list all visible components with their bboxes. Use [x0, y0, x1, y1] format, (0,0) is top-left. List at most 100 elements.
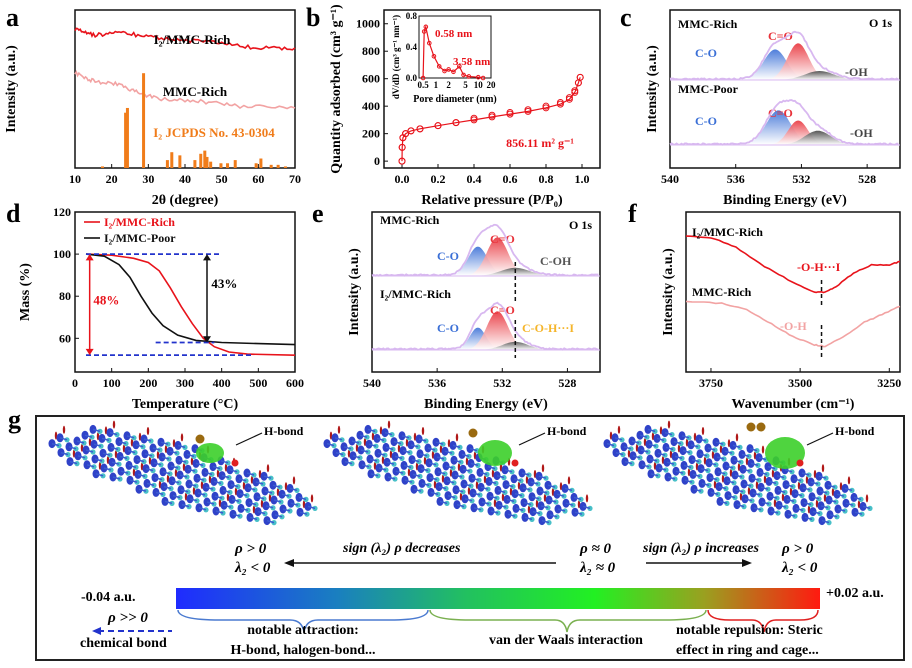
colorbar [176, 588, 820, 609]
x-tick-label: 3750 [699, 376, 723, 390]
atom [618, 426, 620, 434]
x-tick-label: 3500 [788, 376, 812, 390]
panel-label-e: e [312, 199, 324, 228]
pore-annotation: 0.58 nm [435, 28, 472, 40]
peak-label: -OH [845, 65, 868, 79]
x-axis-label: Binding Energy (eV) [424, 397, 548, 412]
legend-label: I₂/MMC-Rich [104, 215, 175, 229]
attraction-line2: H-bond, halogen-bond... [230, 643, 375, 658]
x-tick-label: 0.0 [395, 172, 410, 186]
x-tick-label: 528 [858, 172, 876, 186]
atom [848, 476, 850, 484]
interaction-isosurface [196, 443, 224, 463]
reference-stick [178, 155, 181, 168]
interaction-isosurface [478, 440, 512, 466]
inset-y-label: dV/dD (cm³ g⁻¹ nm⁻¹) [391, 15, 401, 99]
reference-stick [277, 165, 280, 168]
x-tick-label: 200 [139, 376, 157, 390]
x-tick-label: 540 [363, 376, 381, 390]
x-axis-label: Relative pressure (P/P₀) [421, 193, 563, 208]
reference-stick [259, 159, 262, 168]
reference-stick [270, 165, 273, 168]
y-axis-label: Intensity (a.u.) [645, 45, 660, 133]
iodine-atom [469, 429, 478, 438]
right-rho: ρ > 0 [781, 541, 814, 557]
arrow-head-icon [203, 254, 211, 260]
series-label: I₂/MMC-Rich [692, 225, 763, 239]
x-tick-label: 0.8 [539, 172, 554, 186]
y-axis-label: Intensity (a.u.) [661, 248, 676, 336]
h-bond-label: H-bond [835, 424, 875, 438]
atom [586, 494, 588, 502]
reference-stick [255, 163, 258, 168]
arrow-right-label: sign (λ₂) ρ increases [642, 541, 759, 556]
reference-stick [206, 157, 209, 168]
chemical-bond-arrow-head-icon [92, 627, 101, 635]
atom [422, 427, 424, 435]
x-tick-label: 536 [727, 172, 745, 186]
oxygen-atom [232, 460, 239, 467]
arrow-left-head-icon [284, 559, 294, 567]
x-tick-label: 70 [289, 172, 301, 186]
atom [293, 476, 295, 484]
y-tick-label: 1000 [356, 17, 380, 31]
peak-annotation: -O-H···I [797, 260, 841, 274]
reference-label: I₂ JCPDS No. 43-0304 [153, 125, 275, 140]
rho-much: ρ >> 0 [107, 610, 148, 626]
y-axis-label: Intensity (a.u.) [4, 45, 19, 133]
peak-label: C=O [490, 232, 515, 246]
x-tick-label: 30 [142, 172, 154, 186]
atom [311, 494, 313, 502]
pointer-arrow [807, 433, 833, 445]
panel-label-f: f [628, 199, 637, 228]
legend-label: I₂/MMC-Poor [104, 231, 176, 245]
y-tick-label: 80 [59, 289, 71, 303]
inset-frame [419, 16, 491, 78]
x-axis-label: Binding Energy (eV) [723, 193, 847, 208]
series-label: MMC-Rich [163, 84, 228, 99]
arrow-right-head-icon [742, 559, 752, 567]
x-tick-label: 0.2 [431, 172, 446, 186]
reference-stick [193, 160, 196, 168]
atom [822, 464, 824, 472]
x-tick-label: 60 [252, 172, 264, 186]
reference-stick [142, 73, 145, 168]
x-tick-label: 532 [792, 172, 810, 186]
atom [338, 426, 340, 434]
reference-stick [234, 160, 237, 168]
reference-stick [170, 152, 173, 168]
peak-label: -OH [850, 126, 873, 140]
panel-label-d: d [6, 199, 21, 228]
iodine-atom [196, 435, 205, 444]
y-tick-label: 120 [53, 205, 71, 219]
reference-stick [219, 163, 222, 168]
panel-label-g: g [8, 405, 21, 434]
group-label: MMC-Poor [678, 82, 739, 96]
chart-f: 3750 3500 3250 Wavenumber (cm⁻¹) Intensity (… [661, 212, 901, 412]
reference-stick [284, 166, 287, 168]
arrow-left-label: sign (λ₂) ρ decreases [342, 541, 461, 556]
atom [762, 446, 764, 454]
reference-stick [209, 162, 212, 168]
iodine-atom [757, 423, 766, 432]
inset-x-tick-label: 5 [463, 80, 468, 90]
atom [113, 421, 115, 429]
mass-loss-48: 48% [93, 293, 119, 308]
panel-label-c: c [620, 3, 632, 32]
x-tick-label: 540 [661, 172, 679, 186]
chart-a: 10 20 30 40 50 60 702θ (degree)Intensity (a.u.… [4, 10, 301, 208]
y-axis-label: Quantity adsorbed (cm³ g⁻¹) [329, 4, 344, 174]
atom [866, 494, 868, 502]
inset-x-tick-label: 0.5 [417, 80, 429, 90]
atom [147, 427, 149, 435]
x-tick-label: 0.6 [503, 172, 518, 186]
reference-stick [101, 166, 104, 168]
x-tick-label: 50 [216, 172, 228, 186]
atom [668, 421, 670, 429]
x-tick-label: 600 [286, 376, 304, 390]
x-tick-label: 400 [213, 376, 231, 390]
scale-max: +0.02 a.u. [826, 586, 884, 601]
chemical-bond-label: chemical bond [80, 636, 167, 651]
panel-label-b: b [306, 3, 320, 32]
molecular-structure: H-bond [604, 421, 875, 526]
